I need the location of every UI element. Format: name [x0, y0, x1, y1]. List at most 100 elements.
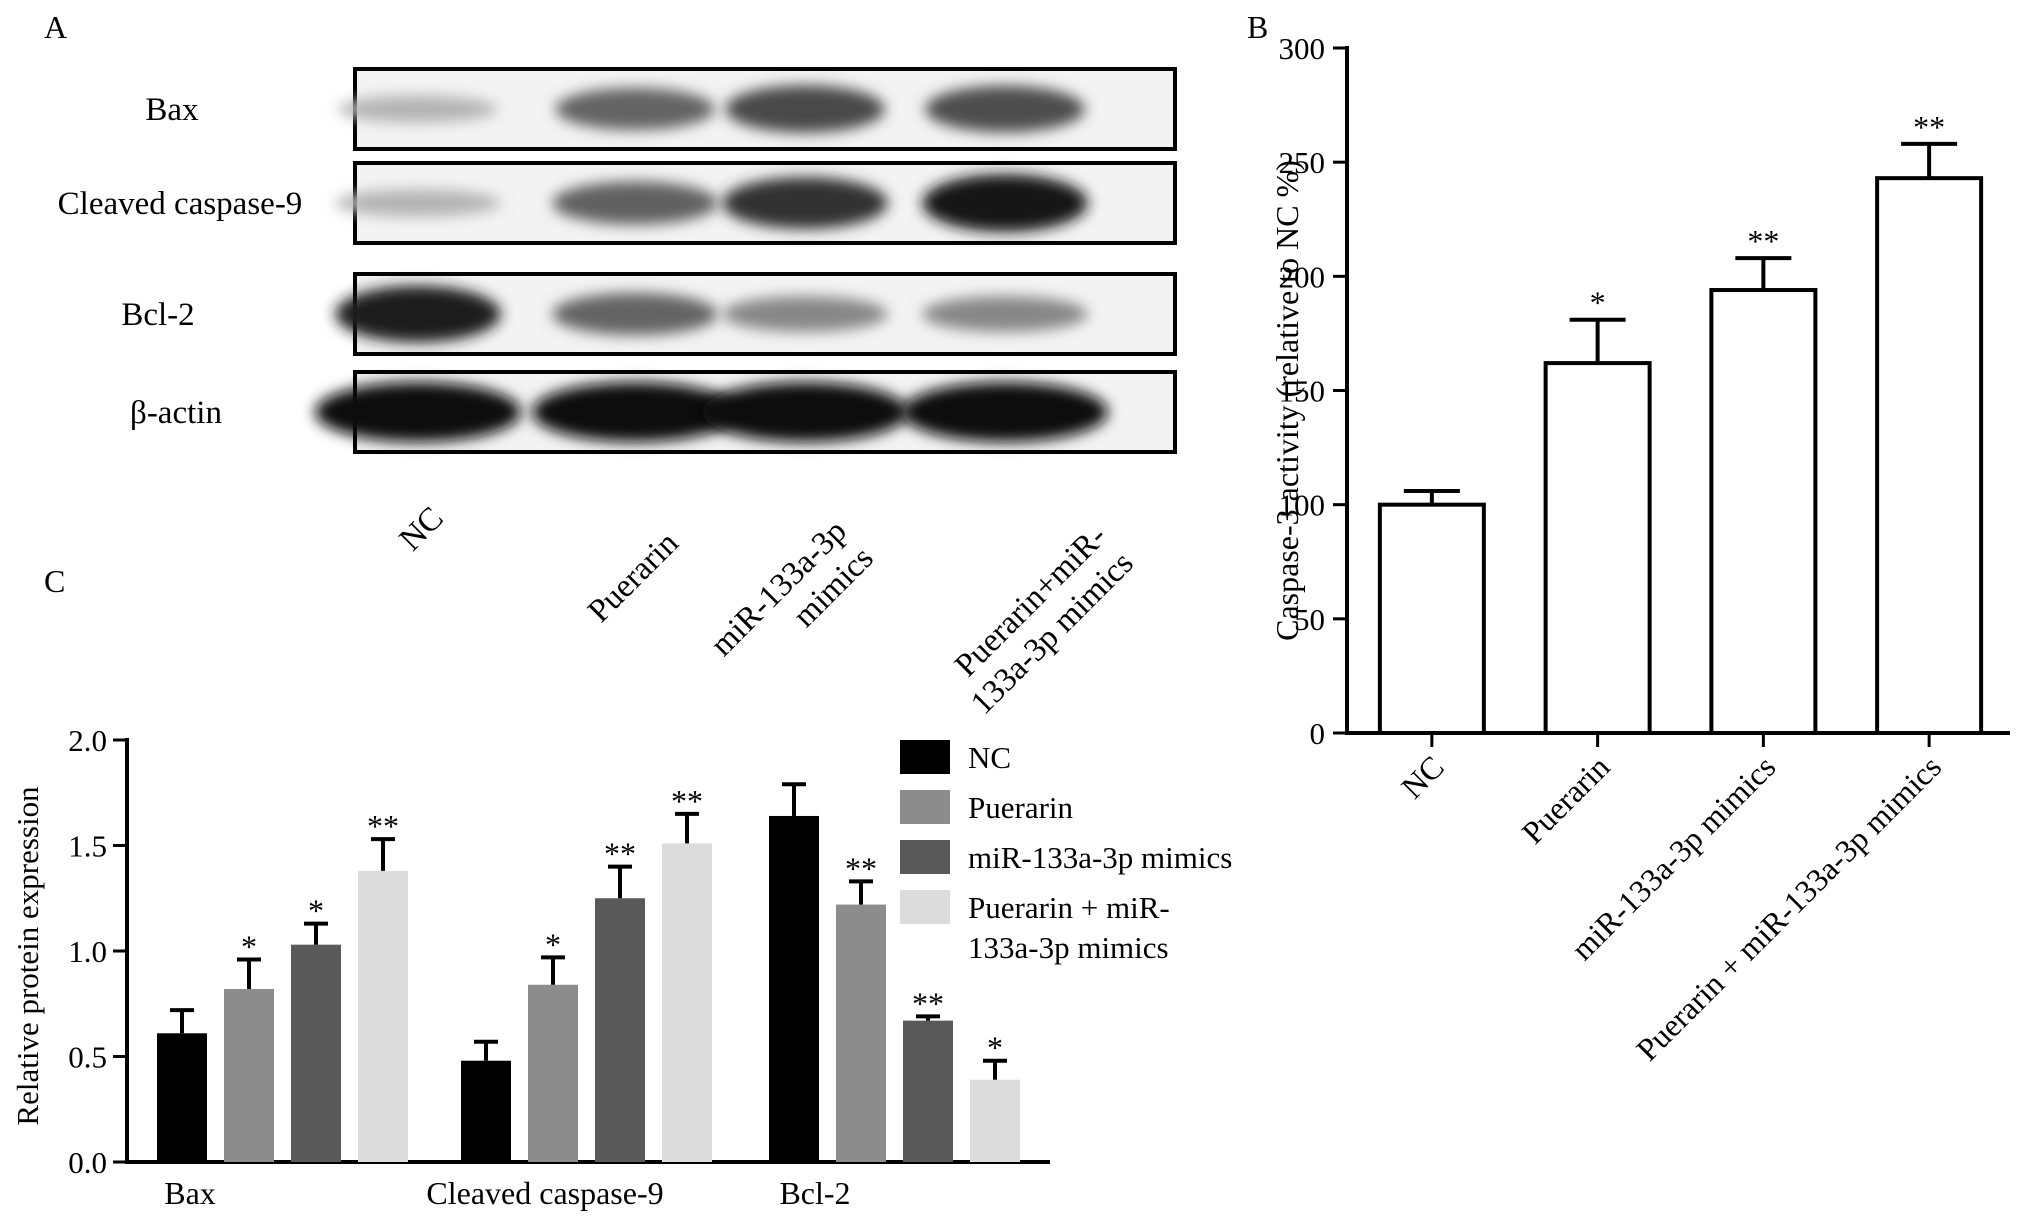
bar — [224, 988, 274, 1162]
bar-group: * — [1543, 285, 1652, 735]
blot-row: Cleaved caspase-9 — [58, 161, 1177, 245]
significance-marker: ** — [604, 836, 636, 872]
blot-band — [531, 382, 739, 442]
blot-band — [725, 85, 885, 133]
legend-swatch — [900, 790, 950, 824]
blot-row-label: Bcl-2 — [121, 297, 194, 333]
legend-label: 133a-3p mimics — [968, 930, 1169, 965]
blot-band — [552, 292, 718, 336]
x-category-label: Cleaved caspase-9 — [426, 1175, 663, 1211]
blot-lane-label-line: NC — [393, 500, 451, 558]
bar — [970, 1079, 1020, 1162]
y-tick-label: 0.0 — [68, 1145, 107, 1180]
bar — [1377, 502, 1486, 735]
bar-group: * — [970, 1030, 1020, 1162]
bar — [528, 984, 578, 1162]
significance-marker: ** — [1747, 223, 1779, 259]
legend-item: miR-133a-3p mimics — [900, 840, 1232, 875]
blot-lane-label: NC — [393, 500, 451, 558]
blot-band — [552, 181, 718, 225]
x-tick-label: NC — [1394, 748, 1451, 805]
blot-band — [338, 95, 498, 123]
blot-row-label: Cleaved caspase-9 — [58, 186, 303, 222]
y-tick-label: 2.0 — [68, 723, 107, 758]
bar — [1875, 176, 1984, 735]
legend-item: Puerarin + miR- 133a-3p mimics — [900, 890, 1170, 965]
bar — [461, 1060, 511, 1162]
y-tick-label: 1.0 — [68, 934, 107, 969]
bar — [291, 944, 341, 1162]
bar-group: ** — [836, 850, 886, 1162]
bar — [1709, 288, 1818, 735]
significance-marker: * — [1590, 285, 1606, 321]
bar — [662, 843, 712, 1162]
x-tick-label: Puerarin + miR-133a-3p mimics — [1629, 748, 1948, 1067]
bar-group — [769, 782, 819, 1162]
bar-group: ** — [1709, 223, 1818, 735]
y-tick-label: 1.5 — [68, 829, 107, 864]
bar-group — [157, 1008, 207, 1162]
blot-lane-label: Puerarin+miR-133a-3p mimics — [948, 518, 1141, 721]
y-tick-label: 0.5 — [68, 1040, 107, 1075]
panel-label-b: B — [1247, 9, 1268, 45]
bar-group: * — [528, 926, 578, 1162]
bar — [1543, 361, 1652, 735]
x-category-label: Bcl-2 — [779, 1175, 850, 1211]
x-category-label: Bax — [164, 1175, 216, 1211]
blot-band — [555, 87, 715, 131]
blot-band — [722, 296, 888, 332]
bar-group: * — [224, 928, 274, 1162]
significance-marker: ** — [912, 985, 944, 1021]
significance-marker: * — [308, 893, 324, 929]
legend-swatch — [900, 740, 950, 774]
bar-group: ** — [662, 783, 712, 1162]
bar-group: ** — [903, 985, 953, 1162]
legend-label: Puerarin + miR- — [968, 890, 1170, 925]
legend-item: Puerarin — [900, 790, 1074, 825]
significance-marker: * — [241, 928, 257, 964]
bar-group: ** — [358, 808, 408, 1162]
blot-row: β-actin — [130, 370, 1177, 454]
y-tick-label: 0 — [1310, 716, 1326, 751]
legend-swatch — [900, 840, 950, 874]
blot-band — [925, 85, 1085, 133]
bar — [769, 815, 819, 1162]
y-tick-label: 100 — [1279, 488, 1326, 523]
bar-group: ** — [595, 836, 645, 1162]
blot-row-label: Bax — [145, 92, 199, 128]
y-axis-label: Relative protein expression — [10, 786, 45, 1126]
panel-label-a: A — [44, 9, 67, 45]
legend-label: miR-133a-3p mimics — [968, 840, 1232, 875]
blot-band — [922, 174, 1088, 232]
bar-group: * — [291, 893, 341, 1162]
blot-band — [722, 176, 888, 230]
y-tick-label: 50 — [1294, 602, 1325, 637]
significance-marker: * — [987, 1030, 1003, 1066]
blot-lane-label: Puerarin — [581, 525, 686, 630]
bar — [903, 1020, 953, 1162]
panel-label-c: C — [44, 563, 65, 599]
bar-group: ** — [1875, 109, 1984, 735]
blot-lane-label-line: Puerarin — [581, 525, 686, 630]
legend-swatch — [900, 890, 950, 924]
caspase3-activity-chart: B 0 50 100 150 200 250 300 Caspase-3 activity (… — [1247, 9, 2010, 1068]
blot-band — [901, 382, 1109, 442]
bar-group — [461, 1039, 511, 1162]
bar — [595, 898, 645, 1162]
legend-item: NC — [900, 740, 1011, 775]
bar — [157, 1033, 207, 1162]
y-tick-label: 300 — [1279, 31, 1326, 66]
y-tick-label: 250 — [1279, 145, 1326, 180]
blot-band — [335, 285, 501, 343]
blot-row: Bcl-2 — [121, 272, 1177, 356]
western-blot-panel: A Bax Cleaved caspase-9 Bcl-2 β-actin NC Pue… — [44, 9, 1177, 722]
blot-band — [335, 189, 501, 217]
relative-protein-expression-chart: C 0.0 0.5 1.0 1.5 2.0 Relative protein expres… — [10, 563, 1232, 1211]
y-tick-label: 150 — [1279, 374, 1326, 409]
blot-row-label: β-actin — [130, 395, 222, 431]
bar — [836, 904, 886, 1162]
legend-label: Puerarin — [968, 790, 1074, 825]
bar — [358, 870, 408, 1162]
legend: NC Puerarin miR-133a-3p mimics Puerarin + m… — [900, 740, 1232, 965]
